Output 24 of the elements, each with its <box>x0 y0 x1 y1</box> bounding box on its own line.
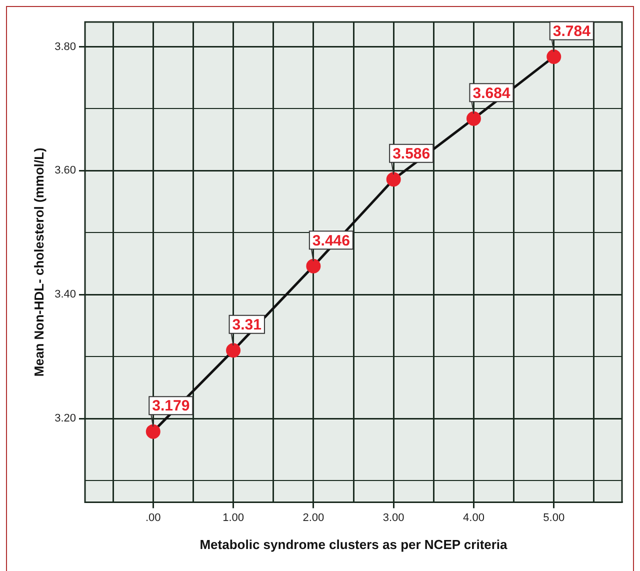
y-axis-title: Mean Non-HDL- cholesterol (mmol/L) <box>31 148 46 377</box>
x-tick-label: 4.00 <box>463 512 484 524</box>
point <box>146 424 160 439</box>
data-label: 3.586 <box>392 146 430 163</box>
y-tick-label: 3.20 <box>54 412 76 425</box>
y-tick-label: 3.80 <box>54 40 76 53</box>
x-tick-label: 2.00 <box>302 512 324 524</box>
x-tick-label: 5.00 <box>543 512 565 524</box>
data-label: 3.684 <box>472 84 511 102</box>
y-tick-label: 3.60 <box>54 164 76 177</box>
y-tick-label: 3.40 <box>54 288 76 301</box>
x-axis-title: Metabolic syndrome clusters as per NCEP criteria <box>200 536 508 552</box>
point <box>306 258 321 274</box>
point <box>466 111 481 126</box>
point <box>386 172 401 187</box>
point <box>546 49 562 64</box>
x-tick-label: 1.00 <box>222 512 244 524</box>
data-label: 3.784 <box>552 22 592 40</box>
x-tick-label: .00 <box>145 512 161 524</box>
data-label: 3.179 <box>152 398 190 415</box>
data-label: 3.446 <box>312 232 350 250</box>
point <box>226 343 241 358</box>
x-tick-label: 3.00 <box>382 512 404 524</box>
data-label: 3.31 <box>232 316 262 334</box>
